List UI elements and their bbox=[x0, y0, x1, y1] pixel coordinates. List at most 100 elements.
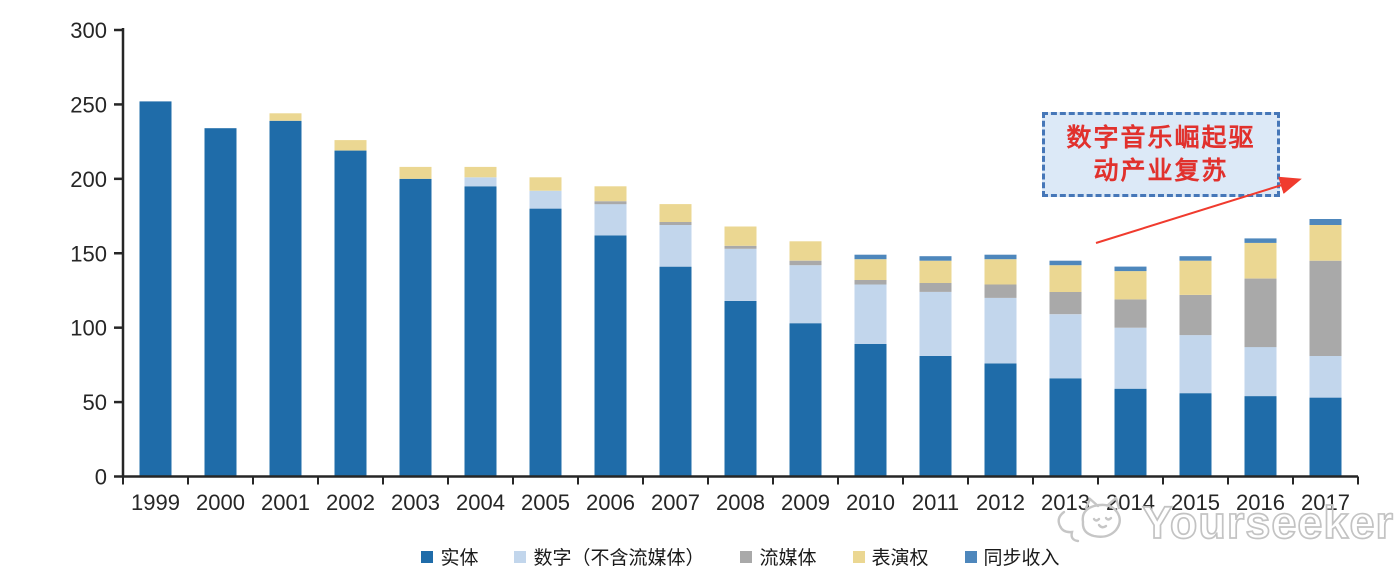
bar-segment bbox=[334, 150, 367, 477]
y-axis-tick-label: 300 bbox=[70, 18, 107, 43]
legend-item: 同步收入 bbox=[964, 543, 1060, 570]
x-axis-tick-label: 2002 bbox=[326, 490, 375, 515]
legend-swatch bbox=[514, 550, 527, 563]
x-axis-tick-label: 2008 bbox=[716, 490, 765, 515]
bar-segment bbox=[1049, 291, 1082, 315]
x-axis-tick-label: 2004 bbox=[456, 490, 505, 515]
bar-segment bbox=[659, 225, 692, 267]
legend-label: 同步收入 bbox=[983, 548, 1060, 569]
legend-item: 流媒体 bbox=[740, 543, 817, 570]
y-axis-tick-label: 200 bbox=[70, 167, 107, 192]
x-axis-tick-label: 2015 bbox=[1171, 490, 1220, 515]
bar-segment bbox=[399, 166, 432, 179]
x-axis-tick-label: 2007 bbox=[651, 490, 700, 515]
bar-segment bbox=[984, 254, 1017, 260]
legend-label: 数字（不含流媒体） bbox=[533, 548, 705, 569]
bar-segment bbox=[1114, 388, 1147, 477]
bar-segment bbox=[854, 284, 887, 344]
bar-segment bbox=[1179, 294, 1212, 336]
bar-segment bbox=[659, 222, 692, 225]
bar-segment bbox=[529, 190, 562, 209]
bar-segment bbox=[1179, 335, 1212, 394]
x-axis-tick-label: 2009 bbox=[781, 490, 830, 515]
legend-label: 流媒体 bbox=[759, 548, 817, 569]
bar-segment bbox=[1179, 260, 1212, 295]
bar-segment bbox=[594, 204, 627, 236]
bar-segment bbox=[984, 297, 1017, 364]
x-axis-tick-label: 2010 bbox=[846, 490, 895, 515]
bar-segment bbox=[1244, 347, 1277, 397]
x-axis-tick-label: 2016 bbox=[1236, 490, 1285, 515]
bar-segment bbox=[1244, 242, 1277, 279]
bar-segment bbox=[1049, 378, 1082, 477]
bar-segment bbox=[1114, 271, 1147, 300]
x-axis-tick-label: 2001 bbox=[261, 490, 310, 515]
annotation-line-1: 数字音乐崛起驱 bbox=[1066, 124, 1256, 152]
bar-segment bbox=[139, 101, 172, 477]
x-axis-tick-label: 2017 bbox=[1301, 490, 1350, 515]
bar-segment bbox=[269, 120, 302, 477]
bar-segment bbox=[1049, 260, 1082, 266]
bar-segment bbox=[789, 265, 822, 324]
bar-segment bbox=[1114, 266, 1147, 272]
bar-segment bbox=[724, 300, 757, 477]
y-axis-tick-label: 50 bbox=[83, 390, 107, 415]
bar-segment bbox=[529, 177, 562, 191]
legend-swatch bbox=[421, 550, 434, 563]
bar-segment bbox=[984, 363, 1017, 477]
bar-segment bbox=[659, 266, 692, 477]
chart-legend: 实体 数字（不含流媒体） 流媒体 表演权 同步收入 bbox=[123, 543, 1358, 570]
bar-segment bbox=[1309, 355, 1342, 398]
bar-segment bbox=[854, 344, 887, 477]
bar-segment bbox=[1244, 238, 1277, 243]
bar-segment bbox=[1244, 396, 1277, 477]
legend-label: 实体 bbox=[440, 548, 479, 569]
x-axis-tick-label: 2005 bbox=[521, 490, 570, 515]
bar-segment bbox=[464, 166, 497, 178]
x-axis-tick-label: 2011 bbox=[912, 490, 959, 515]
bar-segment bbox=[399, 178, 432, 477]
bar-segment bbox=[464, 186, 497, 477]
x-axis-tick-label: 2012 bbox=[976, 490, 1025, 515]
legend-item: 数字（不含流媒体） bbox=[514, 543, 704, 570]
bar-segment bbox=[269, 113, 302, 121]
bar-segment bbox=[1309, 397, 1342, 477]
legend-item: 实体 bbox=[421, 543, 478, 570]
bar-segment bbox=[1049, 314, 1082, 379]
bar-segment bbox=[1244, 278, 1277, 348]
bar-segment bbox=[594, 201, 627, 205]
bar-segment bbox=[1179, 256, 1212, 261]
bar-segment bbox=[854, 254, 887, 260]
bar-segment bbox=[919, 291, 952, 356]
x-axis-tick-label: 2000 bbox=[196, 490, 245, 515]
bar-segment bbox=[919, 260, 952, 283]
bar-segment bbox=[724, 245, 757, 249]
bar-segment bbox=[529, 208, 562, 477]
y-axis-tick-label: 0 bbox=[95, 465, 107, 490]
bar-segment bbox=[594, 235, 627, 477]
bar-segment bbox=[1309, 225, 1342, 261]
bar-segment bbox=[854, 259, 887, 280]
x-axis-tick-label: 2006 bbox=[586, 490, 635, 515]
bar-segment bbox=[1309, 260, 1342, 356]
bar-segment bbox=[984, 259, 1017, 285]
bar-segment bbox=[464, 177, 497, 187]
y-axis-tick-label: 100 bbox=[70, 316, 107, 341]
bar-segment bbox=[919, 256, 952, 261]
y-axis-tick-label: 250 bbox=[70, 92, 107, 117]
bar-segment bbox=[724, 248, 757, 301]
y-axis-tick-label: 150 bbox=[70, 241, 107, 266]
legend-swatch bbox=[964, 550, 977, 563]
bar-segment bbox=[984, 284, 1017, 298]
x-axis-tick-label: 1999 bbox=[131, 490, 180, 515]
bar-segment bbox=[659, 204, 692, 222]
legend-swatch bbox=[852, 550, 865, 563]
bar-segment bbox=[919, 283, 952, 292]
bar-segment bbox=[789, 260, 822, 266]
annotation-callout: 数字音乐崛起驱 动产业复苏 bbox=[1042, 112, 1280, 197]
bar-segment bbox=[1114, 327, 1147, 389]
bar-segment bbox=[334, 140, 367, 151]
bar-segment bbox=[204, 128, 237, 477]
